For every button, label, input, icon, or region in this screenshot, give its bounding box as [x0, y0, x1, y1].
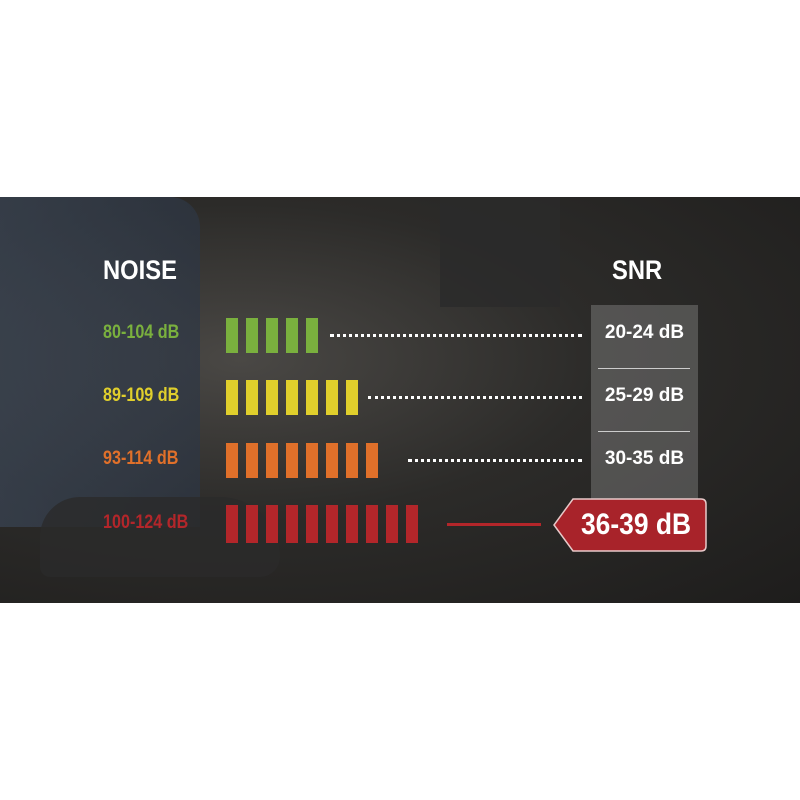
- snr-header: SNR: [612, 255, 663, 285]
- level-bars: [226, 505, 418, 543]
- level-bar: [326, 505, 338, 543]
- level-bar: [326, 380, 338, 415]
- noise-label: 100-124 dB: [103, 512, 189, 533]
- level-bar: [286, 318, 298, 353]
- level-bar: [366, 443, 378, 478]
- level-bar: [246, 443, 258, 478]
- level-bar: [326, 443, 338, 478]
- level-bar: [226, 318, 238, 353]
- level-bar: [266, 443, 278, 478]
- level-bar: [226, 443, 238, 478]
- level-bar: [286, 443, 298, 478]
- level-bar: [306, 443, 318, 478]
- level-bars: [226, 380, 358, 415]
- dotted-connector: [330, 334, 582, 337]
- level-bar: [226, 505, 238, 543]
- snr-panel: [591, 305, 698, 500]
- level-bar: [406, 505, 418, 543]
- jackhammer: [440, 197, 560, 307]
- snr-value: 25-29 dB: [604, 385, 685, 406]
- level-bar: [346, 505, 358, 543]
- level-bar: [386, 505, 398, 543]
- level-bar: [246, 380, 258, 415]
- level-bar: [366, 505, 378, 543]
- background-photo: [0, 197, 800, 603]
- level-bar: [306, 505, 318, 543]
- snr-value: 20-24 dB: [604, 322, 685, 343]
- level-bar: [226, 380, 238, 415]
- level-bar: [266, 380, 278, 415]
- level-bar: [286, 505, 298, 543]
- noise-label: 89-109 dB: [103, 385, 180, 406]
- noise-header: NOISE: [103, 255, 177, 285]
- snr-value: 30-35 dB: [604, 448, 685, 469]
- level-bar: [246, 318, 258, 353]
- level-bar: [286, 380, 298, 415]
- worker-leg: [0, 197, 200, 527]
- divider: [598, 368, 690, 369]
- level-bars: [226, 443, 378, 478]
- level-bars: [226, 318, 318, 353]
- dotted-connector: [368, 396, 582, 399]
- highlight-connector: [447, 523, 541, 526]
- level-bar: [306, 380, 318, 415]
- worker-boot: [40, 497, 280, 577]
- level-bar: [306, 318, 318, 353]
- snr-value-highlight: 36-39 dB: [581, 508, 692, 541]
- divider: [598, 431, 690, 432]
- dotted-connector: [408, 459, 582, 462]
- noise-label: 80-104 dB: [103, 322, 180, 343]
- level-bar: [346, 380, 358, 415]
- level-bar: [266, 318, 278, 353]
- noise-label: 93-114 dB: [103, 448, 179, 469]
- snr-highlight-badge: 36-39 dB: [553, 498, 707, 552]
- level-bar: [346, 443, 358, 478]
- level-bar: [246, 505, 258, 543]
- level-bar: [266, 505, 278, 543]
